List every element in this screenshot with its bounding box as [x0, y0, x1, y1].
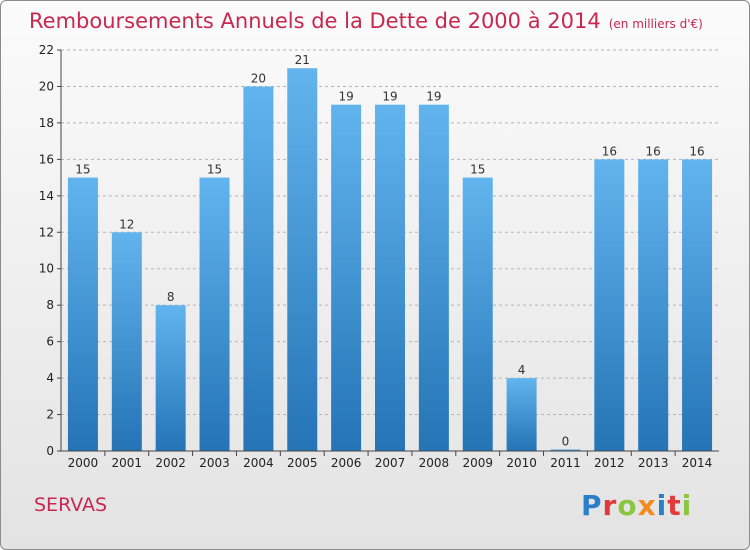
commune-name: SERVAS — [34, 494, 108, 516]
y-tick-label: 20 — [39, 79, 54, 93]
x-tick-label-2007: 2007 — [375, 456, 406, 470]
x-tick-label-2011: 2011 — [550, 456, 581, 470]
data-label-2001: 12 — [119, 217, 134, 231]
y-tick-label: 16 — [39, 152, 54, 166]
bar-2003 — [199, 177, 230, 451]
logo-letter: o — [617, 489, 638, 522]
bar-2009 — [462, 177, 493, 451]
x-tick-label-2005: 2005 — [287, 456, 318, 470]
y-tick-label: 22 — [39, 43, 54, 57]
data-label-2005: 21 — [295, 53, 310, 67]
data-label-2009: 15 — [470, 163, 485, 177]
proxiti-logo: Proxiti — [581, 489, 692, 522]
data-label-2002: 8 — [167, 290, 175, 304]
bar-2006 — [331, 104, 362, 451]
y-tick-label: 8 — [46, 298, 54, 312]
bar-2013 — [638, 159, 669, 451]
data-label-2004: 20 — [251, 71, 266, 85]
data-label-2007: 19 — [382, 90, 397, 104]
bar-2005 — [287, 68, 318, 452]
data-label-2008: 19 — [426, 90, 441, 104]
bar-2008 — [418, 104, 449, 451]
y-axis-ticks: 0 2 4 6 8 10 12 14 16 18 20 22 — [39, 43, 61, 458]
data-label-2013: 16 — [646, 144, 661, 158]
bar-2014 — [682, 159, 713, 451]
data-labels: 15 12 8 15 20 21 19 19 19 15 4 0 16 16 16 — [75, 53, 704, 448]
x-tick-label-2000: 2000 — [68, 456, 99, 470]
x-tick-label-2008: 2008 — [419, 456, 450, 470]
bar-2000 — [67, 177, 98, 451]
y-tick-label: 14 — [39, 189, 54, 203]
bar-2012 — [594, 159, 625, 451]
y-tick-label: 18 — [39, 116, 54, 130]
x-tick-label-2002: 2002 — [155, 456, 186, 470]
logo-letter: x — [637, 489, 657, 522]
bars — [67, 68, 713, 452]
logo-letter: t — [667, 489, 682, 522]
data-label-2011: 0 — [562, 435, 570, 449]
x-tick-label-2013: 2013 — [638, 456, 669, 470]
x-tick-label-2012: 2012 — [594, 456, 625, 470]
x-tick-label-2004: 2004 — [243, 456, 274, 470]
bar-2010 — [506, 378, 537, 451]
y-tick-label: 4 — [46, 371, 54, 385]
x-tick-label-2009: 2009 — [462, 456, 493, 470]
x-tick-label-2014: 2014 — [682, 456, 713, 470]
x-tick-label-2001: 2001 — [112, 456, 143, 470]
data-label-2006: 19 — [338, 90, 353, 104]
x-tick-label-2010: 2010 — [506, 456, 537, 470]
bar-2011 — [550, 449, 581, 451]
x-tick-label-2003: 2003 — [199, 456, 230, 470]
data-label-2010: 4 — [518, 363, 526, 377]
x-tick-label-2006: 2006 — [331, 456, 362, 470]
y-tick-label: 0 — [46, 444, 54, 458]
chart-unit-label: (en milliers d'€) — [608, 17, 703, 31]
logo-letter: i — [656, 489, 668, 522]
y-tick-label: 6 — [46, 335, 54, 349]
bar-2007 — [375, 104, 405, 451]
y-tick-label: 2 — [46, 408, 54, 422]
data-label-2003: 15 — [207, 163, 222, 177]
bar-2002 — [155, 305, 186, 451]
logo-letter: i — [681, 489, 693, 522]
y-tick-label: 10 — [39, 262, 54, 276]
bar-2004 — [243, 86, 274, 452]
logo-letter: r — [602, 489, 618, 522]
data-label-2012: 16 — [602, 144, 617, 158]
chart-title-text: Remboursements Annuels de la Dette de 20… — [29, 9, 601, 33]
y-tick-label: 12 — [39, 225, 54, 239]
data-label-2000: 15 — [75, 163, 90, 177]
bar-2001 — [111, 232, 142, 451]
logo-letter: P — [581, 489, 603, 522]
data-label-2014: 16 — [689, 144, 704, 158]
chart-title: Remboursements Annuels de la Dette de 20… — [29, 9, 703, 33]
x-axis-ticks: 2000 2001 2002 2003 2004 2005 2006 2007 2008 2009… — [68, 451, 713, 470]
